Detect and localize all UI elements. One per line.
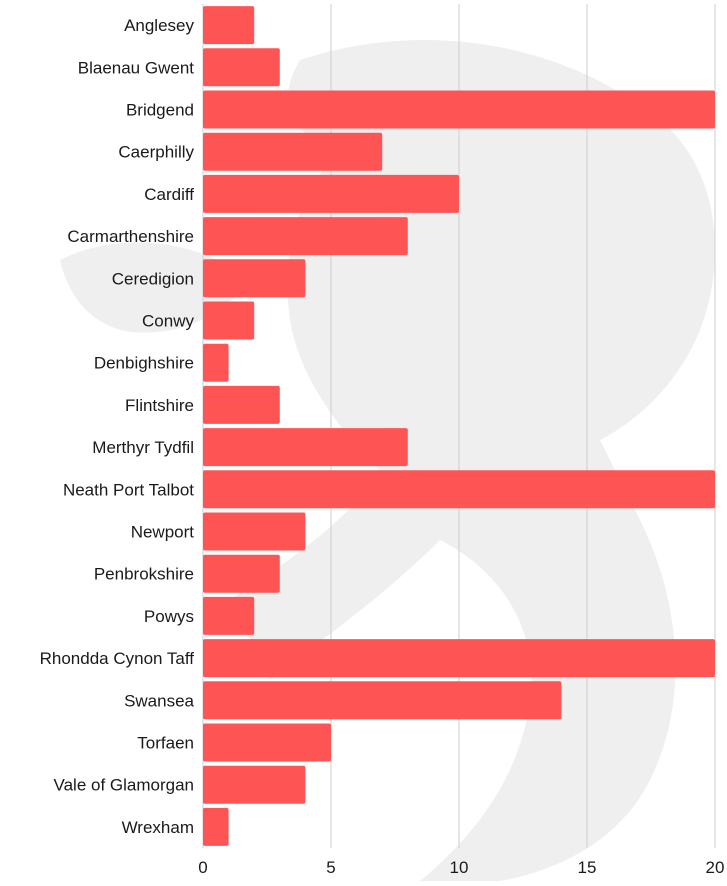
x-tick-label: 0 (198, 858, 207, 877)
bar-vale-of-glamorgan (203, 766, 305, 804)
category-label: Cardiff (144, 185, 194, 204)
bar-wrexham (203, 808, 229, 846)
category-label: Anglesey (124, 16, 194, 35)
bar-neath-port-talbot (203, 470, 715, 508)
category-label: Conwy (142, 312, 194, 331)
x-tick-label: 10 (450, 858, 469, 877)
bar-newport (203, 513, 305, 551)
category-label: Caerphilly (118, 143, 194, 162)
bar-penbrokshire (203, 555, 280, 593)
bar-denbighshire (203, 344, 229, 382)
bar-swansea (203, 681, 561, 719)
category-label: Denbighshire (94, 354, 194, 373)
category-label: Ceredigion (112, 269, 194, 288)
category-label: Swansea (124, 691, 194, 710)
bar-carmarthenshire (203, 217, 408, 255)
bar-torfaen (203, 724, 331, 762)
category-label: Newport (131, 523, 195, 542)
bar-cardiff (203, 175, 459, 213)
bar-ceredigion (203, 259, 305, 297)
category-label: Rhondda Cynon Taff (40, 649, 195, 668)
category-label: Vale of Glamorgan (54, 776, 194, 795)
bar-powys (203, 597, 254, 635)
bar-blaenau-gwent (203, 48, 280, 86)
category-label: Torfaen (137, 734, 194, 753)
category-label: Flintshire (125, 396, 194, 415)
bar-caerphilly (203, 133, 382, 171)
category-label: Powys (144, 607, 194, 626)
category-label: Neath Port Talbot (63, 480, 194, 499)
x-tick-label: 15 (578, 858, 597, 877)
category-label: Carmarthenshire (67, 227, 194, 246)
category-label: Penbrokshire (94, 565, 194, 584)
bar-merthyr-tydfil (203, 428, 408, 466)
bar-bridgend (203, 91, 715, 129)
x-tick-label: 5 (326, 858, 335, 877)
category-label: Blaenau Gwent (78, 58, 195, 77)
bar-rhondda-cynon-taff (203, 639, 715, 677)
category-label: Merthyr Tydfil (92, 438, 194, 457)
category-label: Wrexham (122, 818, 194, 837)
x-tick-label: 20 (706, 858, 725, 877)
category-label: Bridgend (126, 101, 194, 120)
bar-anglesey (203, 6, 254, 44)
bar-flintshire (203, 386, 280, 424)
bar-conwy (203, 302, 254, 340)
x-tick-labels: 0 5 10 15 20 (198, 858, 724, 877)
category-labels: Anglesey Blaenau Gwent Bridgend Caerphilly C… (40, 16, 195, 837)
